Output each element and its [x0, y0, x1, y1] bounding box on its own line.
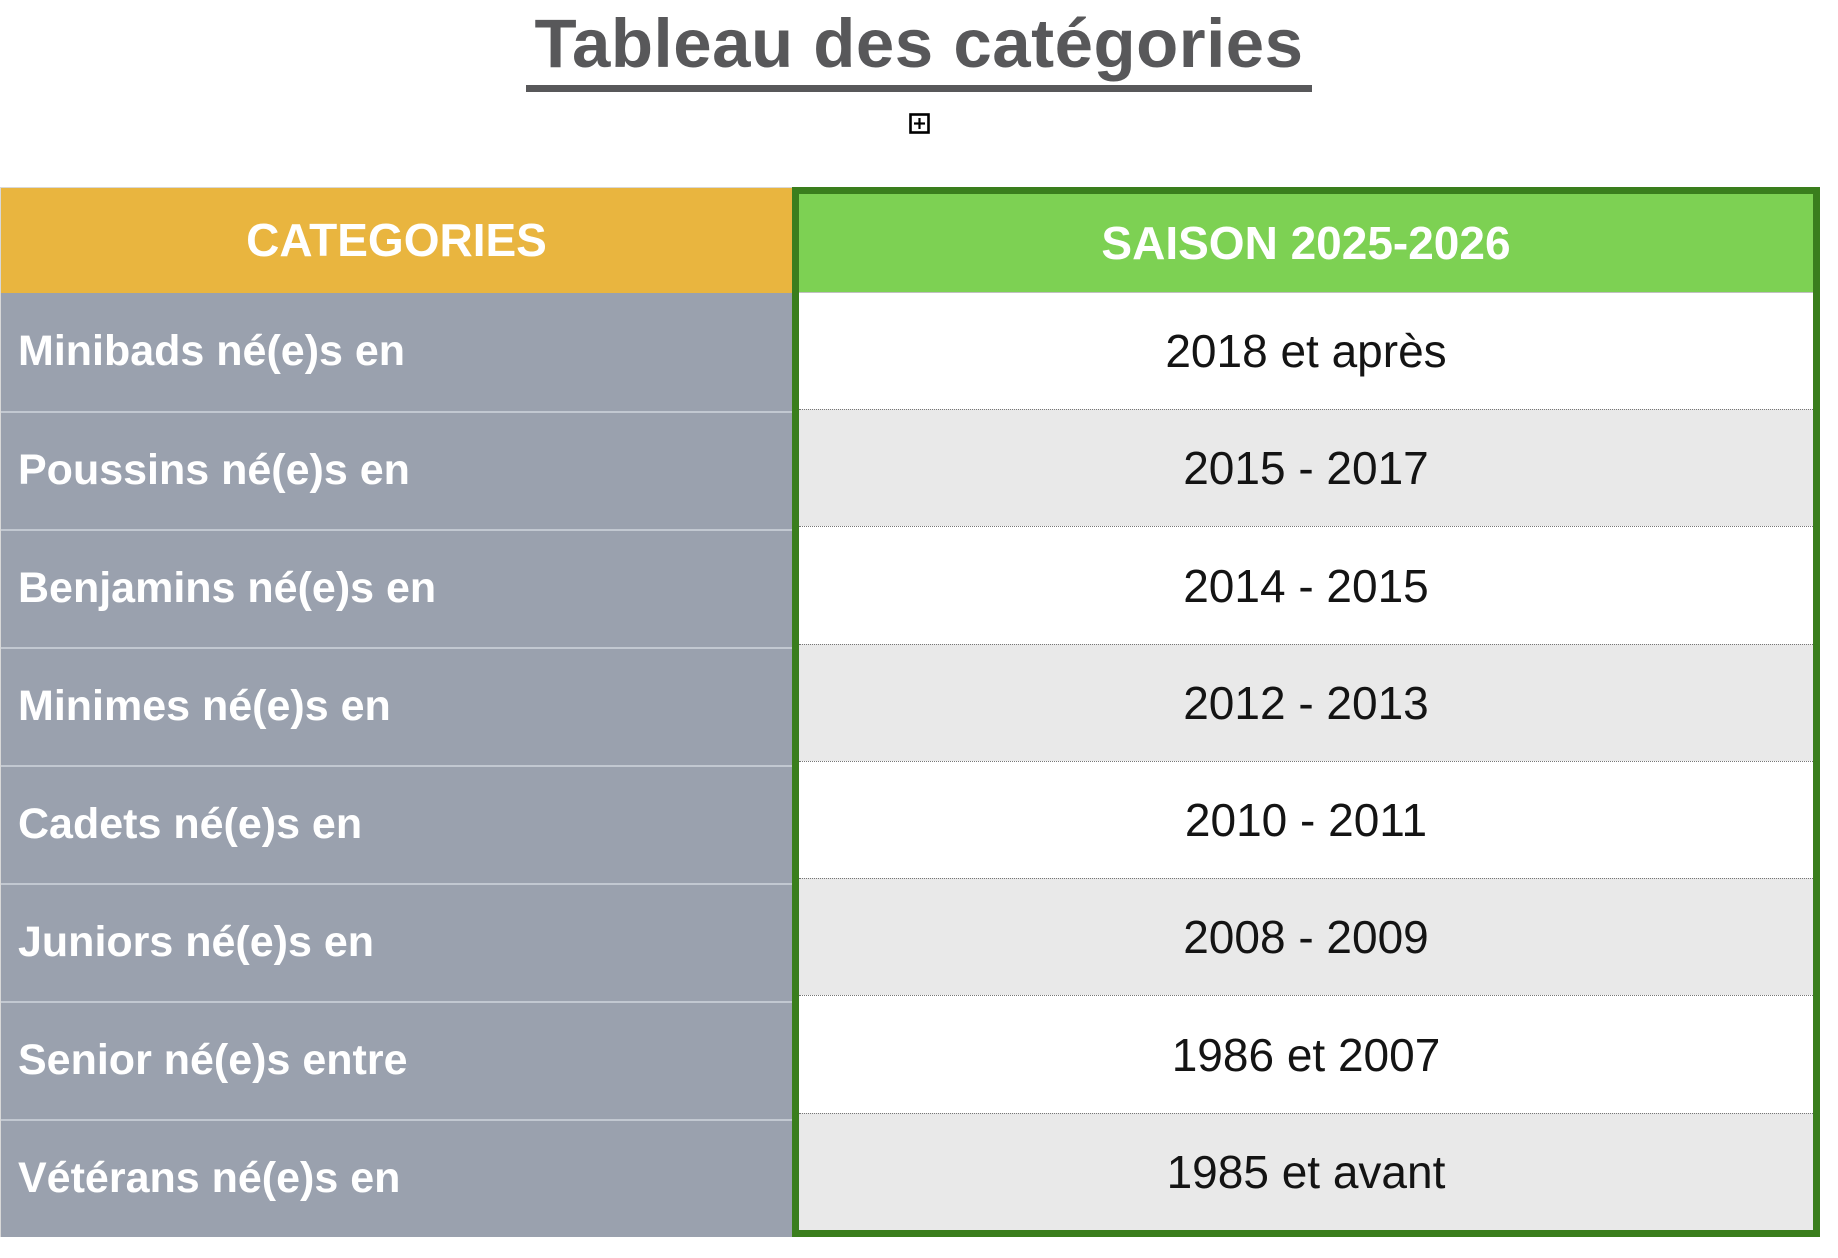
- saison-cell: 1986 et 2007: [799, 995, 1813, 1113]
- category-cell: Senior né(e)s entre: [1, 1000, 792, 1119]
- saison-cell: 2012 - 2013: [799, 643, 1813, 761]
- category-cell: Juniors né(e)s en: [1, 882, 792, 1001]
- saison-column: SAISON 2025-2026 2018 et après 2015 - 20…: [792, 186, 1820, 1237]
- saison-header-cell: SAISON 2025-2026: [799, 193, 1813, 293]
- saison-cell: 1985 et avant: [799, 1112, 1813, 1230]
- categories-column: CATEGORIES Minibads né(e)s en Poussins n…: [0, 186, 792, 1237]
- category-cell: Poussins né(e)s en: [1, 410, 792, 529]
- category-cell: Cadets né(e)s en: [1, 764, 792, 883]
- title-row: Tableau des catégories: [0, 0, 1838, 92]
- categories-header-cell: CATEGORIES: [1, 187, 792, 293]
- saison-cell: 2008 - 2009: [799, 878, 1813, 996]
- saison-cell: 2014 - 2015: [799, 526, 1813, 644]
- table-anchor-plus-box-icon[interactable]: [908, 113, 930, 134]
- saison-cell: 2018 et après: [799, 292, 1813, 410]
- categories-table: CATEGORIES Minibads né(e)s en Poussins n…: [0, 186, 1838, 1237]
- page-title: Tableau des catégories: [526, 6, 1312, 92]
- category-cell: Minimes né(e)s en: [1, 646, 792, 765]
- category-cell: Vétérans né(e)s en: [1, 1118, 792, 1237]
- category-cell: Minibads né(e)s en: [1, 292, 792, 411]
- saison-cell: 2015 - 2017: [799, 409, 1813, 527]
- table-anchor-row: [0, 113, 1838, 135]
- category-cell: Benjamins né(e)s en: [1, 528, 792, 647]
- saison-cell: 2010 - 2011: [799, 760, 1813, 879]
